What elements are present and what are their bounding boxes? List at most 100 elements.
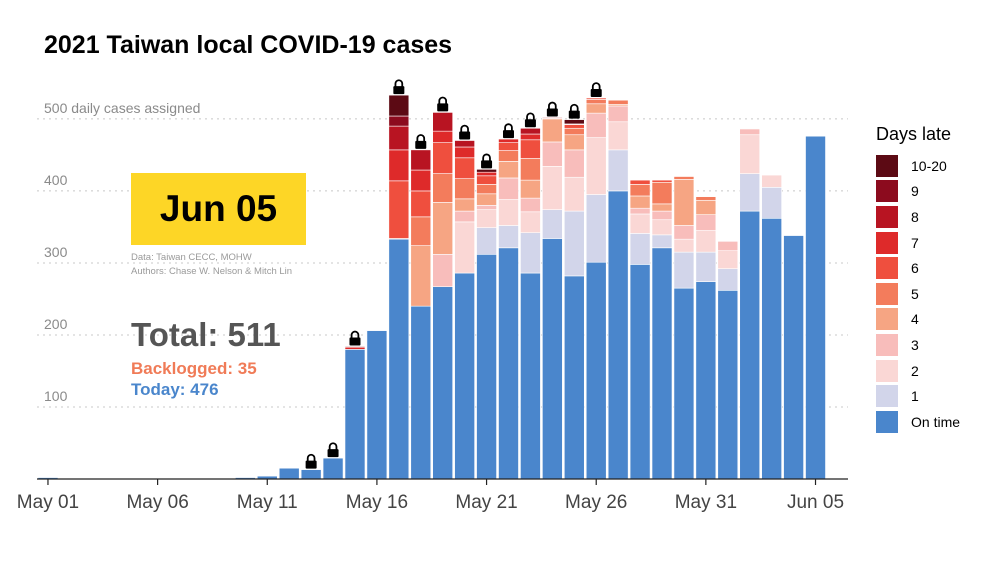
bar-segment: [563, 134, 585, 151]
bar-segment: [695, 199, 717, 215]
legend-item: 7: [876, 230, 960, 256]
bar-segment: [542, 238, 563, 480]
x-tick-label: May 16: [346, 492, 408, 513]
legend-label: 3: [911, 336, 919, 353]
bar-segment: [783, 235, 804, 480]
legend-label: 7: [911, 234, 919, 251]
bar-stack: [388, 94, 410, 480]
bar-stack: [542, 117, 563, 480]
bar-segment: [542, 209, 563, 239]
bar-segment: [607, 121, 629, 151]
bar-segment: [585, 112, 607, 138]
legend: Days late 10-20 9 8 7 6 5 4 3 2 1 On time: [876, 124, 960, 435]
bar-segment: [607, 149, 629, 192]
total-count: Total: 511: [131, 316, 281, 353]
bar-segment: [476, 175, 497, 185]
legend-item: 8: [876, 204, 960, 230]
bar-segment: [651, 219, 673, 236]
bar-segment: [388, 238, 410, 480]
y-tick-label: 400: [44, 172, 68, 188]
bar-segment: [607, 99, 629, 105]
bar-segment: [498, 225, 519, 249]
bar-segment: [585, 137, 607, 195]
bar-stack: [432, 112, 454, 480]
legend-item: 2: [876, 358, 960, 384]
bar-segment: [695, 230, 717, 253]
legend-item: On time: [876, 409, 960, 435]
bar-stack: [410, 149, 432, 480]
bar-segment: [498, 247, 519, 480]
legend-label: 9: [911, 183, 919, 200]
bar-segment: [761, 217, 782, 480]
y-tick-label: 300: [44, 244, 68, 260]
bar-segment: [585, 194, 607, 263]
x-tick-label: May 26: [565, 492, 627, 513]
bar-segment: [388, 180, 410, 239]
bar-stack: [717, 241, 739, 480]
bar-segment: [695, 281, 717, 480]
legend-label: 4: [911, 311, 919, 328]
bar-segment: [673, 176, 695, 180]
bar-segment: [585, 99, 607, 105]
lock-icon: [305, 453, 317, 469]
bar-stack: [629, 179, 651, 480]
current-date-box: Jun 05: [131, 173, 306, 245]
bar-segment: [454, 221, 475, 274]
bar-segment: [651, 234, 673, 249]
bar-segment: [563, 127, 585, 136]
bar-segment: [432, 130, 454, 143]
x-tick-label: May 31: [675, 492, 737, 513]
bar-stack: [805, 135, 826, 480]
bar-segment: [673, 225, 695, 240]
bar-segment: [388, 149, 410, 182]
x-tick-label: May 21: [455, 492, 517, 513]
bar-segment: [498, 177, 519, 200]
bar-segment: [695, 214, 717, 231]
stacked-bars: [37, 94, 826, 480]
bar-stack: [278, 467, 300, 480]
lock-icon: [459, 124, 471, 140]
bar-segment: [607, 105, 629, 123]
bar-segment: [476, 227, 497, 255]
bar-stack: [520, 127, 541, 480]
bar-segment: [454, 140, 475, 148]
authors-credit: Authors: Chase W. Nelson & Mitch Lin: [131, 266, 293, 277]
bar-segment: [476, 253, 497, 480]
bar-segment: [739, 210, 761, 480]
bar-segment: [454, 210, 475, 223]
bar-segment: [432, 142, 454, 174]
bar-stack: [300, 469, 322, 480]
backlogged-count: Backlogged: 35: [131, 359, 257, 378]
bar-segment: [476, 169, 497, 173]
bar-segment: [542, 118, 563, 143]
bar-segment: [542, 166, 563, 210]
bar-segment: [739, 128, 761, 136]
bar-stack: [607, 99, 629, 480]
bar-segment: [344, 346, 366, 348]
bar-segment: [717, 290, 739, 480]
legend-item: 1: [876, 383, 960, 409]
legend-swatch: [876, 180, 898, 203]
bar-segment: [344, 349, 366, 480]
bar-segment: [563, 176, 585, 212]
legend-swatch: [876, 385, 898, 408]
legend-swatch: [876, 410, 898, 433]
bar-stack: [454, 140, 475, 480]
bar-segment: [629, 213, 651, 234]
bar-stack: [563, 119, 585, 480]
bar-segment: [651, 179, 673, 183]
lock-icon: [393, 79, 405, 95]
bar-stack: [695, 196, 717, 480]
legend-swatch: [876, 333, 898, 356]
gridlines: 100 200 300 400 500 daily cases assigned: [37, 100, 848, 408]
bar-segment: [520, 197, 541, 213]
bar-segment: [629, 195, 651, 209]
bar-segment: [695, 196, 717, 201]
legend-items: 10-20 9 8 7 6 5 4 3 2 1 On time: [876, 153, 960, 435]
bar-stack: [498, 138, 519, 480]
y-tick-label: 500 daily cases assigned: [44, 100, 200, 116]
legend-label: 1: [911, 388, 919, 405]
bar-segment: [476, 209, 497, 228]
bar-segment: [366, 330, 388, 480]
bar-segment: [410, 169, 432, 192]
